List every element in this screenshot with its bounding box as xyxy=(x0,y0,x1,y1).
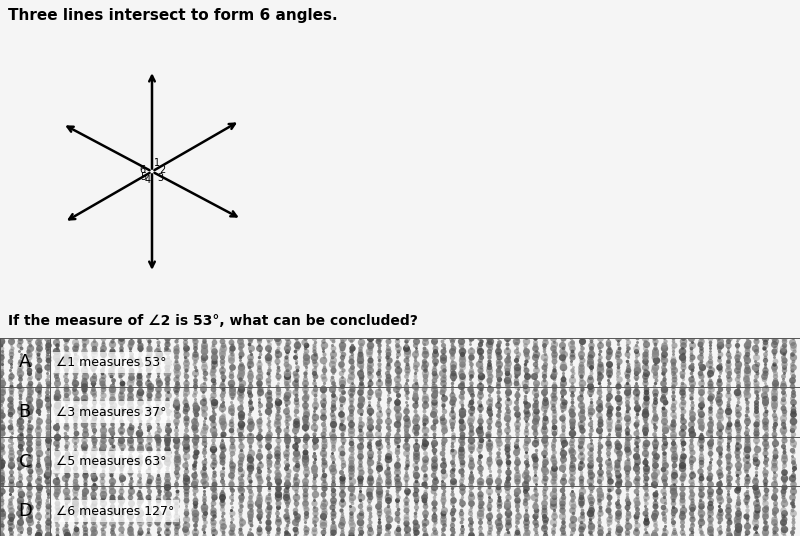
Text: ∠1 measures 53°: ∠1 measures 53° xyxy=(56,356,166,369)
Bar xyxy=(1,439,48,485)
Bar xyxy=(1,389,48,435)
Text: ∠6 measures 127°: ∠6 measures 127° xyxy=(56,505,174,518)
Text: A: A xyxy=(18,353,31,371)
Text: 4: 4 xyxy=(144,175,150,185)
Text: 1: 1 xyxy=(154,158,160,168)
Text: Three lines intersect to form 6 angles.: Three lines intersect to form 6 angles. xyxy=(8,8,338,23)
Text: 3: 3 xyxy=(158,173,163,183)
Text: B: B xyxy=(18,403,31,421)
Text: 2: 2 xyxy=(159,165,166,175)
Text: C: C xyxy=(18,452,31,471)
Text: D: D xyxy=(18,502,32,520)
Bar xyxy=(1,488,48,534)
Text: 5: 5 xyxy=(141,172,146,182)
Text: ∠3 measures 37°: ∠3 measures 37° xyxy=(56,406,166,419)
Text: If the measure of ∠2 is 53°, what can be concluded?: If the measure of ∠2 is 53°, what can be… xyxy=(8,314,418,327)
Text: ∠5 measures 63°: ∠5 measures 63° xyxy=(56,455,166,468)
Text: 6: 6 xyxy=(139,165,146,175)
Bar xyxy=(1,340,48,385)
